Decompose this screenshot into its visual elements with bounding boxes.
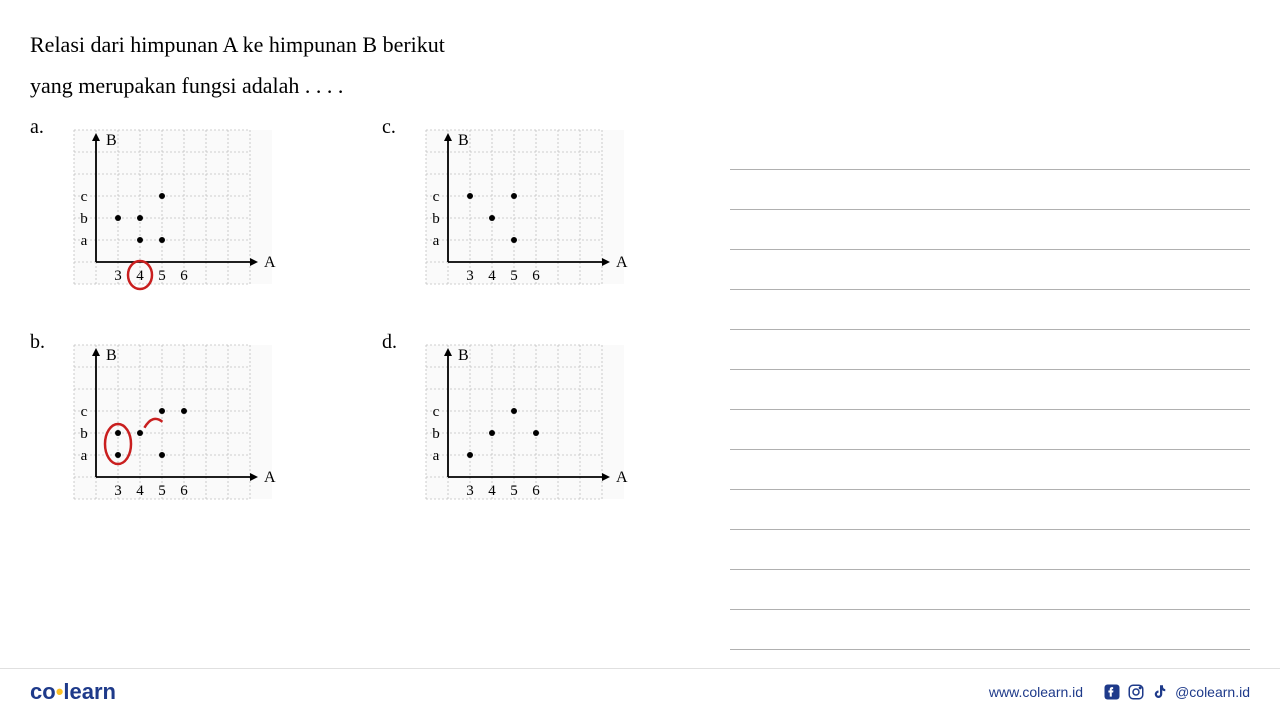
svg-text:3: 3: [466, 268, 474, 284]
answer-line: [730, 170, 1250, 210]
svg-text:A: A: [616, 469, 628, 486]
option-c: c. B A 3456 abc: [382, 112, 674, 297]
svg-text:a: a: [433, 233, 440, 249]
question-line-2: yang merupakan fungsi adalah . . . .: [30, 71, 1250, 102]
svg-text:5: 5: [158, 268, 166, 284]
svg-text:6: 6: [532, 483, 540, 499]
svg-text:A: A: [264, 254, 276, 271]
answer-line: [730, 570, 1250, 610]
instagram-icon: [1127, 683, 1145, 701]
svg-text:B: B: [106, 347, 117, 364]
social-container: @colearn.id: [1103, 683, 1250, 701]
svg-text:B: B: [106, 132, 117, 149]
svg-text:6: 6: [180, 268, 188, 284]
svg-text:b: b: [80, 211, 88, 227]
svg-text:6: 6: [532, 268, 540, 284]
answer-line: [730, 490, 1250, 530]
svg-text:c: c: [433, 404, 440, 420]
option-b: b. B A 3456 abc: [30, 327, 322, 512]
answer-line: [730, 290, 1250, 330]
option-d: d. B A 3456 abc: [382, 327, 674, 512]
graph-a: B A 3456 abc: [62, 112, 322, 297]
svg-text:6: 6: [180, 483, 188, 499]
svg-text:A: A: [264, 469, 276, 486]
svg-text:c: c: [433, 189, 440, 205]
option-d-label: d.: [382, 327, 406, 354]
answer-line: [730, 210, 1250, 250]
option-c-label: c.: [382, 112, 406, 139]
option-a: a. B A 3456 abc: [30, 112, 322, 297]
svg-text:B: B: [458, 347, 469, 364]
option-b-label: b.: [30, 327, 54, 354]
answer-line: [730, 610, 1250, 650]
option-a-label: a.: [30, 112, 54, 139]
answer-line: [730, 410, 1250, 450]
facebook-icon: [1103, 683, 1121, 701]
svg-text:a: a: [81, 448, 88, 464]
svg-text:a: a: [81, 233, 88, 249]
scatter-chart: B A 3456 abc: [62, 327, 322, 507]
svg-text:5: 5: [510, 268, 518, 284]
answer-line: [730, 370, 1250, 410]
website-url: www.colearn.id: [989, 684, 1083, 700]
svg-text:a: a: [433, 448, 440, 464]
scatter-chart: B A 3456 abc: [414, 112, 674, 292]
svg-text:b: b: [432, 211, 440, 227]
footer: co•learn www.colearn.id @colearn.id: [0, 668, 1280, 705]
answer-lines-area: [730, 130, 1250, 650]
svg-text:4: 4: [136, 483, 144, 499]
logo-learn: learn: [63, 679, 116, 704]
answer-line: [730, 330, 1250, 370]
svg-text:5: 5: [510, 483, 518, 499]
scatter-chart: B A 3456 abc: [62, 112, 322, 292]
logo-co: co: [30, 679, 56, 704]
answer-line: [730, 530, 1250, 570]
scatter-chart: B A 3456 abc: [414, 327, 674, 507]
svg-text:5: 5: [158, 483, 166, 499]
svg-text:b: b: [432, 426, 440, 442]
graph-c: B A 3456 abc: [414, 112, 674, 297]
svg-text:4: 4: [488, 268, 496, 284]
answer-line: [730, 130, 1250, 170]
social-handle: @colearn.id: [1175, 684, 1250, 700]
svg-text:B: B: [458, 132, 469, 149]
svg-text:3: 3: [466, 483, 474, 499]
svg-text:4: 4: [488, 483, 496, 499]
svg-text:4: 4: [136, 268, 144, 284]
svg-text:c: c: [81, 189, 88, 205]
graph-d: B A 3456 abc: [414, 327, 674, 512]
graph-b: B A 3456 abc: [62, 327, 322, 512]
answer-line: [730, 450, 1250, 490]
svg-text:c: c: [81, 404, 88, 420]
question-line-1: Relasi dari himpunan A ke himpunan B ber…: [30, 30, 1250, 61]
svg-text:b: b: [80, 426, 88, 442]
logo: co•learn: [30, 679, 116, 705]
svg-text:A: A: [616, 254, 628, 271]
tiktok-icon: [1151, 683, 1169, 701]
svg-text:3: 3: [114, 483, 122, 499]
answer-line: [730, 250, 1250, 290]
svg-text:3: 3: [114, 268, 122, 284]
